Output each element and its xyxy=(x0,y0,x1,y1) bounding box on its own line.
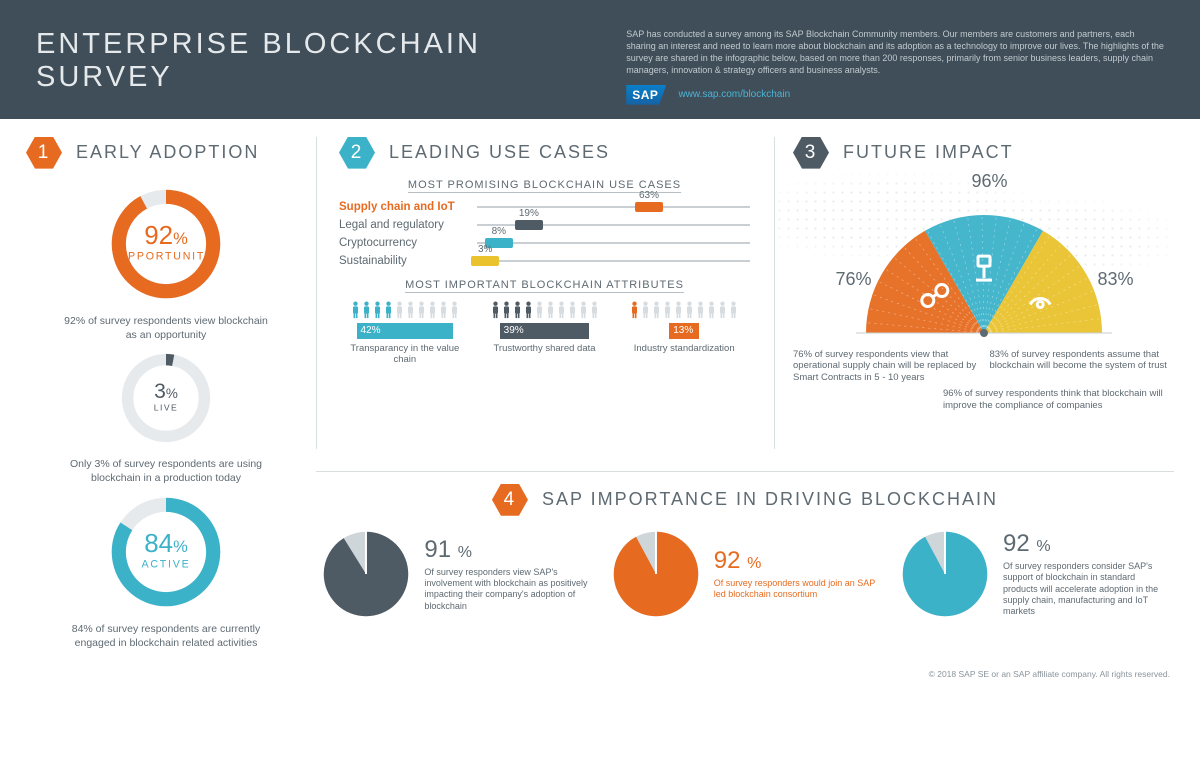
section-early-adoption: 1 EARLY ADOPTION 92% OPPORTUNITY 92% of … xyxy=(26,137,306,659)
section-future-impact: 3 FUTURE IMPACT 76% 96% 83% 76% of surve… xyxy=(774,137,1174,449)
pie-value: 91 % xyxy=(424,536,593,564)
bar-supply chain and iot: Supply chain and IoT 63% xyxy=(339,201,750,213)
bar-label: Legal and regulatory xyxy=(339,219,469,231)
pie-value: 92 % xyxy=(714,547,883,575)
svg-text:92%: 92% xyxy=(144,220,188,250)
section-sap-importance: 4 SAP IMPORTANCE IN DRIVING BLOCKCHAIN 9… xyxy=(316,471,1174,659)
page-title: ENTERPRISE BLOCKCHAIN SURVEY xyxy=(36,28,626,105)
future-pct-76: 76% xyxy=(836,269,872,290)
pie-chart xyxy=(897,526,993,622)
section4-number-hex: 4 xyxy=(492,484,528,516)
content: 1 EARLY ADOPTION 92% OPPORTUNITY 92% of … xyxy=(0,119,1200,667)
section1-title-row: 1 EARLY ADOPTION xyxy=(26,137,306,169)
attribute-label: Trustworthy shared data xyxy=(479,343,611,354)
section2-title: LEADING USE CASES xyxy=(389,142,610,163)
section4-title-row: 4 SAP IMPORTANCE IN DRIVING BLOCKCHAIN xyxy=(316,484,1174,516)
pie-caption: Of survey responders view SAP's involvem… xyxy=(424,567,593,612)
svg-text:84%: 84% xyxy=(144,528,188,558)
section2-subheading2: MOST IMPORTANT BLOCKCHAIN ATTRIBUTES xyxy=(339,279,750,291)
section2-title-row: 2 LEADING USE CASES xyxy=(339,137,750,169)
bar-legal and regulatory: Legal and regulatory 19% xyxy=(339,219,750,231)
donut-active: 84% ACTIVE 84% of survey respondents are… xyxy=(26,493,306,650)
section2-number-hex: 2 xyxy=(339,137,375,169)
pie-block: 92 % Of survey responders would join an … xyxy=(608,526,883,622)
header-brand: SAP www.sap.com/blockchain xyxy=(626,85,1164,105)
pie-text: 92 % Of survey responders would join an … xyxy=(714,547,883,601)
attribute-bar: 42% xyxy=(357,323,454,339)
svg-text:LIVE: LIVE xyxy=(154,402,178,412)
pie-chart xyxy=(608,526,704,622)
bar-label: Supply chain and IoT xyxy=(339,201,469,213)
people-icons xyxy=(618,301,750,319)
section-leading-use-cases: 2 LEADING USE CASES MOST PROMISING BLOCK… xyxy=(316,137,756,449)
bar-track: 19% xyxy=(477,224,750,226)
donut-caption: 84% of survey respondents are currently … xyxy=(61,622,271,650)
header-description-block: SAP has conducted a survey among its SAP… xyxy=(626,28,1164,105)
section3-caption-left: 76% of survey respondents view that oper… xyxy=(793,349,978,385)
donut-caption: 92% of survey respondents view blockchai… xyxy=(61,314,271,342)
attribute-block: 39% Trustworthy shared data xyxy=(479,301,611,366)
svg-text:3%: 3% xyxy=(154,380,178,403)
section3-caption-extra: 96% of survey respondents think that blo… xyxy=(793,388,1174,412)
svg-text:ACTIVE: ACTIVE xyxy=(142,559,191,571)
pie-text: 92 % Of survey responders consider SAP's… xyxy=(1003,530,1172,617)
donut-opportunity: 92% OPPORTUNITY 92% of survey respondent… xyxy=(26,185,306,342)
attribute-label: Industry standardization xyxy=(618,343,750,354)
right-area: 2 LEADING USE CASES MOST PROMISING BLOCK… xyxy=(316,137,1174,659)
header-description: SAP has conducted a survey among its SAP… xyxy=(626,28,1164,77)
bar-track: 8% xyxy=(477,242,750,244)
donut-caption: Only 3% of survey respondents are using … xyxy=(61,457,271,485)
pie-text: 91 % Of survey responders view SAP's inv… xyxy=(424,536,593,612)
sap-logo: SAP xyxy=(626,85,666,105)
header-url[interactable]: www.sap.com/blockchain xyxy=(678,89,790,100)
bar-label: Cryptocurrency xyxy=(339,237,469,249)
people-icons xyxy=(479,301,611,319)
footer-copyright: © 2018 SAP SE or an SAP affiliate compan… xyxy=(0,667,1200,679)
pie-chart xyxy=(318,526,414,622)
attribute-block: 13% Industry standardization xyxy=(618,301,750,366)
bar-track: 3% xyxy=(477,260,750,262)
donut-live: 3% LIVE Only 3% of survey respondents ar… xyxy=(26,350,306,485)
section4-title: SAP IMPORTANCE IN DRIVING BLOCKCHAIN xyxy=(542,489,998,510)
future-pct-96: 96% xyxy=(972,171,1008,192)
future-impact-semicircle xyxy=(844,193,1124,343)
section1-number-hex: 1 xyxy=(26,137,62,169)
pie-block: 92 % Of survey responders consider SAP's… xyxy=(897,526,1172,622)
pie-block: 91 % Of survey responders view SAP's inv… xyxy=(318,526,593,622)
bar-cryptocurrency: Cryptocurrency 8% xyxy=(339,237,750,249)
attribute-bar: 13% xyxy=(669,323,699,339)
section3-captions: 76% of survey respondents view that oper… xyxy=(793,349,1174,385)
header: ENTERPRISE BLOCKCHAIN SURVEY SAP has con… xyxy=(0,0,1200,119)
section1-title: EARLY ADOPTION xyxy=(76,142,259,163)
attribute-block: 42% Transparancy in the value chain xyxy=(339,301,471,366)
svg-text:OPPORTUNITY: OPPORTUNITY xyxy=(118,250,214,262)
pie-caption: Of survey responders consider SAP's supp… xyxy=(1003,561,1172,617)
pie-value: 92 % xyxy=(1003,530,1172,558)
future-pct-83: 83% xyxy=(1097,269,1133,290)
section2-subheading1: MOST PROMISING BLOCKCHAIN USE CASES xyxy=(339,179,750,191)
section3-caption-right: 83% of survey respondents assume that bl… xyxy=(990,349,1175,385)
bar-label: Sustainability xyxy=(339,255,469,267)
bar-sustainability: Sustainability 3% xyxy=(339,255,750,267)
people-icons xyxy=(339,301,471,319)
attribute-label: Transparancy in the value chain xyxy=(339,343,471,366)
pie-caption: Of survey responders would join an SAP l… xyxy=(714,578,883,601)
attribute-bar: 39% xyxy=(500,323,590,339)
